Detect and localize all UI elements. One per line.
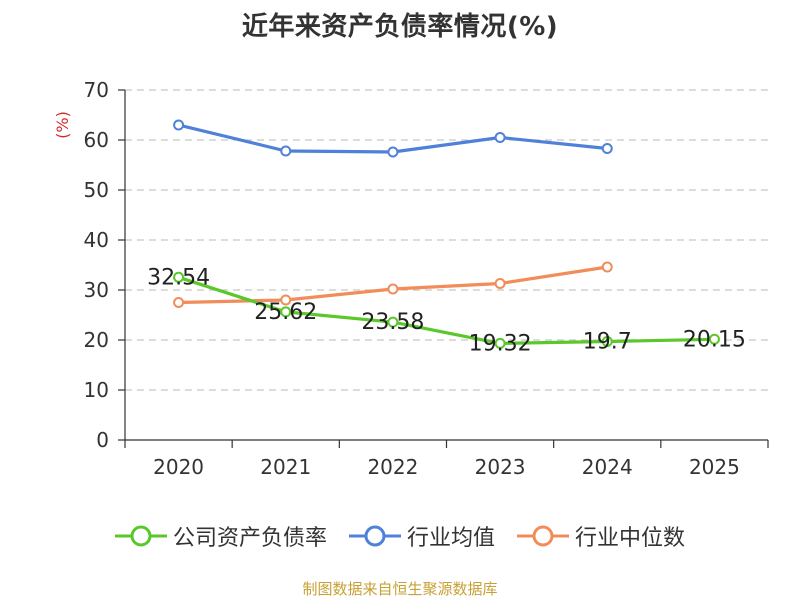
legend-item-industry-median[interactable]: 行业中位数 xyxy=(517,520,685,552)
x-tick-label: 2024 xyxy=(582,455,633,479)
legend-line-marker-icon xyxy=(517,525,569,547)
data-label: 20.15 xyxy=(683,327,746,352)
y-tick-label: 40 xyxy=(84,228,109,252)
y-tick-label: 70 xyxy=(84,78,109,102)
data-point xyxy=(280,294,292,306)
legend-label: 行业中位数 xyxy=(575,526,686,551)
legend-line-marker-icon xyxy=(348,525,401,547)
data-label: 32.54 xyxy=(147,265,210,290)
legend-item-industry-avg[interactable]: 行业均值 xyxy=(348,520,495,552)
data-label: 19.32 xyxy=(469,331,532,356)
data-point xyxy=(387,146,399,158)
x-tick-label: 2022 xyxy=(367,455,418,479)
data-point xyxy=(387,283,399,295)
data-point xyxy=(494,278,506,289)
y-tick-label: 10 xyxy=(84,378,109,402)
data-point xyxy=(494,132,506,143)
data-point xyxy=(280,306,292,318)
y-tick-label: 30 xyxy=(84,278,109,302)
legend-item-company[interactable]: 公司资产负债率 xyxy=(114,520,327,552)
y-tick-label: 20 xyxy=(84,328,109,352)
data-point xyxy=(494,337,506,349)
y-tick-label: 60 xyxy=(84,128,109,152)
data-point xyxy=(708,333,720,345)
data-label: 23.58 xyxy=(361,310,424,335)
y-axis-label: (%) xyxy=(53,111,72,139)
data-label: 19.7 xyxy=(583,330,632,355)
data-point xyxy=(601,143,613,154)
series-line xyxy=(178,275,715,345)
x-tick-label: 2021 xyxy=(260,455,311,479)
x-tick-label: 2025 xyxy=(689,455,740,479)
chart-title: 近年来资产负债率情况(%) xyxy=(241,12,559,42)
data-point xyxy=(173,297,185,308)
chart-legend: 公司资产负债率 行业均值 行业中位数 xyxy=(0,520,800,552)
y-tick-label: 0 xyxy=(96,428,109,452)
data-point xyxy=(387,316,399,328)
source-note: 制图数据来自恒生聚源数据库 xyxy=(302,580,498,598)
legend-label: 公司资产负债率 xyxy=(172,526,327,551)
data-point xyxy=(173,119,185,131)
x-tick-label: 2023 xyxy=(475,455,526,479)
x-tick-label: 2020 xyxy=(153,455,204,479)
y-tick-label: 50 xyxy=(84,178,109,202)
data-point xyxy=(173,271,185,283)
data-point xyxy=(601,336,613,347)
legend-label: 行业均值 xyxy=(406,526,495,551)
legend-line-marker-icon xyxy=(114,525,167,547)
data-label: 25.62 xyxy=(254,300,317,325)
data-point xyxy=(601,261,613,273)
data-point xyxy=(280,145,292,157)
